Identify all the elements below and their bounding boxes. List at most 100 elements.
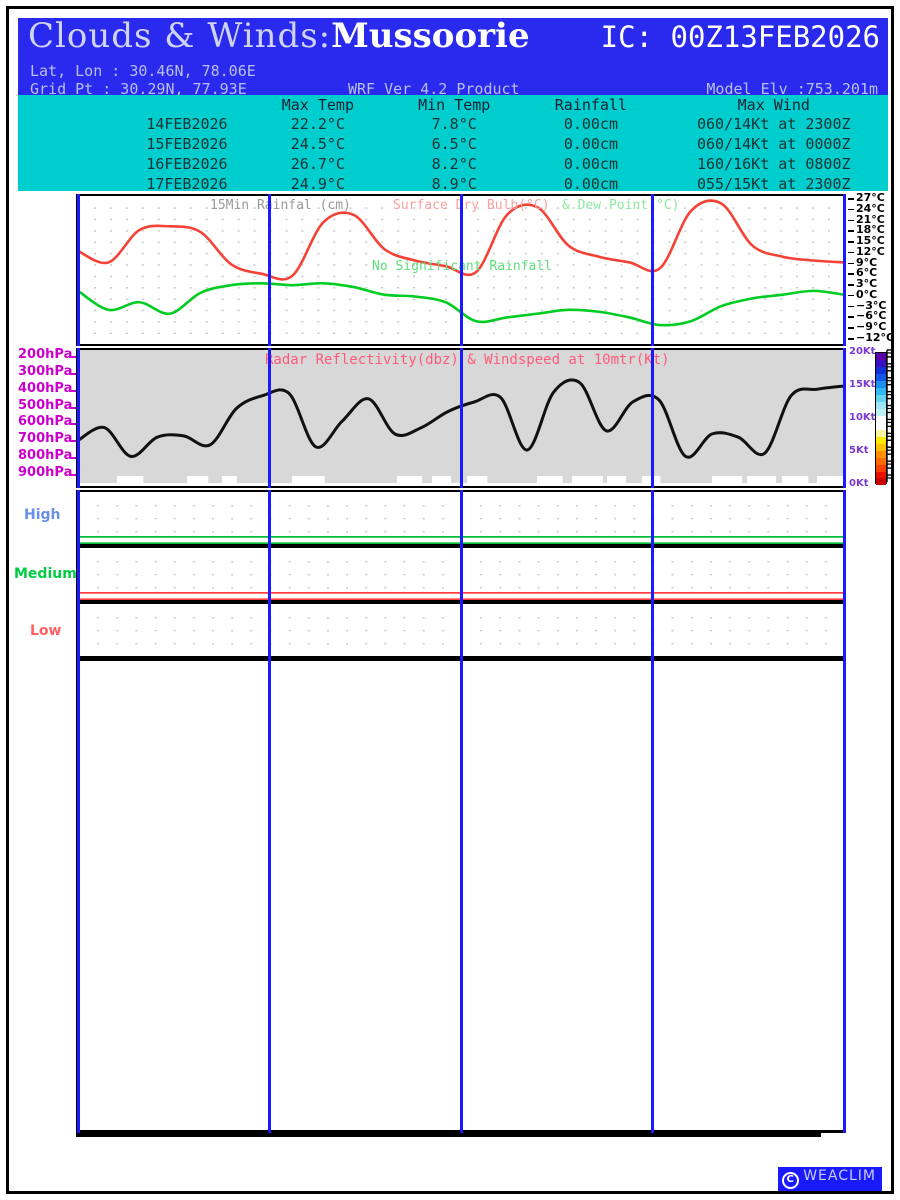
temperature-tick	[848, 294, 854, 297]
temperature-tick-label: −6°C	[856, 309, 887, 323]
temperature-tick	[848, 241, 854, 243]
day-divider-line	[268, 602, 271, 658]
high-cloud-label: High	[24, 507, 61, 523]
temperature-tick	[848, 208, 854, 211]
day-divider-line	[842, 194, 846, 346]
cell-max-temp: 24.5°C	[290, 135, 345, 153]
radar-pressure-tick-label: 400hPa	[18, 380, 73, 396]
cell-max-wind: 060/14Kt at 0000Z	[697, 135, 851, 153]
windspeed-colorbar-strip	[875, 352, 887, 486]
temperature-tick-label: 0°C	[856, 287, 878, 301]
radar-pressure-tick	[70, 474, 76, 476]
temperature-tick-label: −3°C	[856, 298, 887, 312]
table-row: 14FEB2026 22.2°C 7.8°C 0.00cm 060/14Kt a…	[18, 114, 888, 134]
cell-max-temp: 26.7°C	[290, 155, 345, 173]
low-cloud-label: Low	[30, 623, 62, 639]
radar-pressure-tick	[70, 440, 76, 443]
temperature-tick	[848, 284, 854, 286]
day-divider-line	[268, 546, 271, 602]
day-divider-line	[268, 658, 271, 1133]
colorbar-segment	[876, 422, 886, 430]
table-header-row: Max Temp Min Temp Rainfall Max Wind	[18, 95, 888, 114]
colorbar-segment	[876, 415, 886, 423]
colorbar-segment	[876, 408, 886, 416]
drybulb-legend-label: Surface Dry Bulb(°C)	[393, 198, 550, 213]
day-divider-line	[76, 348, 80, 488]
radar-pressure-tick	[70, 406, 76, 409]
temperature-tick-label: 24°C	[856, 201, 885, 215]
day-divider-line	[76, 658, 80, 1133]
dewpoint-legend-label: & Dew Point(°C)	[562, 198, 680, 213]
windspeed-tick-label: 0Kt	[849, 478, 869, 489]
cell-max-wind: 060/14Kt at 2300Z	[697, 115, 851, 133]
radar-pressure-tick	[70, 356, 76, 358]
col-min-temp: Min Temp	[418, 96, 491, 114]
colorbar-segment	[876, 429, 886, 437]
day-divider-line	[459, 194, 463, 346]
temperature-tick	[848, 327, 854, 329]
temperature-tick-label: 6°C	[856, 266, 878, 280]
day-divider-line	[651, 546, 654, 602]
initial-condition-label: IC: 00Z13FEB2026	[600, 20, 880, 54]
temperature-tick-label: 21°C	[856, 212, 885, 226]
colorbar-segment	[876, 373, 886, 382]
temperature-tick	[848, 273, 854, 275]
temperature-tick	[848, 338, 854, 340]
radar-pressure-tick	[70, 423, 76, 426]
day-divider-line	[842, 546, 846, 602]
colorbar-segment	[876, 478, 886, 486]
temperature-tick-label: 12°C	[856, 244, 885, 258]
day-divider-line	[651, 348, 654, 488]
windspeed-tick-label: 15Kt	[849, 379, 876, 390]
cell-date: 16FEB2026	[146, 155, 228, 173]
day-divider-line	[459, 490, 463, 546]
colorbar-segment	[876, 359, 886, 368]
day-divider-line	[651, 490, 654, 546]
day-divider-line	[459, 546, 463, 602]
radar-pressure-tick-label: 200hPa	[18, 347, 73, 362]
day-divider-line	[268, 348, 271, 488]
temperature-tick	[848, 305, 854, 308]
day-divider-line	[268, 490, 271, 546]
temperature-tick-label: 9°C	[856, 255, 878, 269]
temperature-tick	[848, 251, 854, 254]
temperature-tick-label: 18°C	[856, 223, 885, 237]
radar-pressure-tick-label: 800hPa	[18, 448, 73, 464]
colorbar-segment	[876, 436, 886, 444]
col-max-wind: Max Wind	[737, 96, 810, 114]
radar-pressure-tick	[70, 389, 76, 392]
watermark-text: WEACLIM	[803, 1168, 876, 1184]
col-max-temp: Max Temp	[281, 96, 354, 114]
radar-panel-title: Radar Reflectivity(dbz) & Windspeed at 1…	[265, 352, 670, 368]
header-banner: Clouds & Winds:Mussoorie IC: 00Z13FEB202…	[18, 16, 888, 98]
cell-max-wind: 160/16Kt at 0800Z	[697, 155, 851, 173]
temperature-tick	[848, 198, 854, 200]
day-divider-line	[76, 194, 80, 346]
medium-cloud-label: Medium	[14, 566, 77, 582]
colorbar-segment	[876, 394, 886, 403]
page-title: Clouds & Winds:Mussoorie	[28, 16, 530, 56]
model-elevation-label: Model Elv :753.201m	[706, 80, 878, 98]
colorbar-segment	[876, 353, 886, 361]
day-divider-line	[268, 194, 271, 346]
cell-rainfall: 0.00cm	[563, 155, 618, 173]
colorbar-wind-barbs	[886, 349, 894, 482]
temperature-tick-label: 15°C	[856, 234, 885, 248]
time-axis-line	[76, 1133, 821, 1137]
colorbar-segment	[876, 380, 886, 389]
rainfall-legend-label: 15Min Rainfal (cm)	[210, 198, 351, 213]
day-divider-line	[76, 490, 80, 546]
col-date	[18, 95, 250, 114]
cell-date: 15FEB2026	[146, 135, 228, 153]
windspeed-tick-label: 10Kt	[849, 412, 876, 423]
day-divider-line	[842, 490, 846, 546]
cell-max-wind: 055/15Kt at 2300Z	[697, 175, 851, 193]
weaclim-watermark: C WEACLIM	[778, 1167, 882, 1191]
colorbar-segment	[876, 457, 886, 465]
cell-min-temp: 6.5°C	[431, 135, 477, 153]
day-divider-line	[76, 602, 80, 658]
day-divider-line	[842, 348, 846, 488]
colorbar-segment	[876, 443, 886, 451]
cell-min-temp: 7.8°C	[431, 115, 477, 133]
temperature-tick-label: 3°C	[856, 277, 878, 291]
